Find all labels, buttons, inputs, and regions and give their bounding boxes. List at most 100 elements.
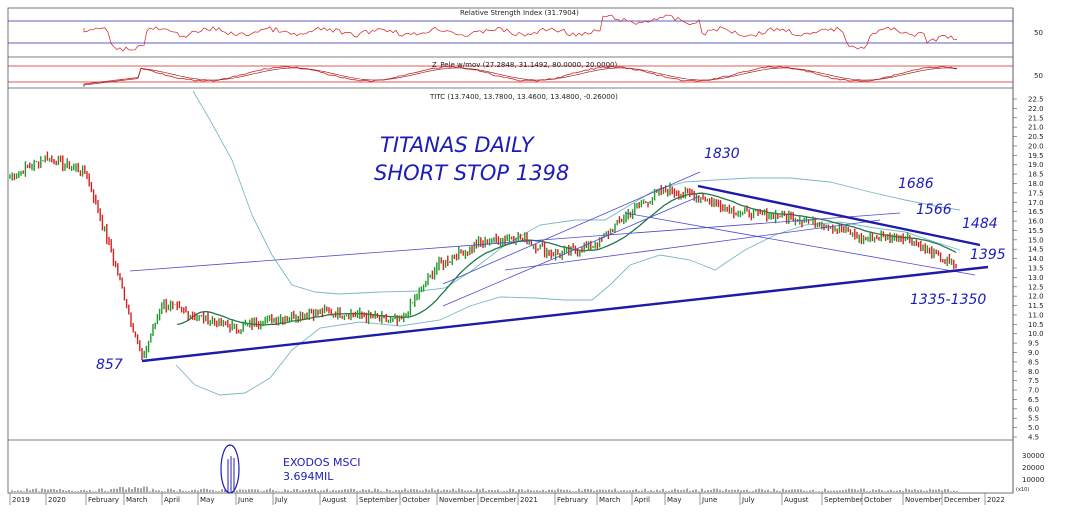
- price-y-axis: 22.522.021.5 21.020.520.0 19.519.0 18.518.0…: [1013, 96, 1044, 442]
- x-tick-label: 2019: [12, 496, 30, 504]
- y-tick-label: 12.5: [1028, 283, 1044, 291]
- y-tick-label: 22.0: [1028, 105, 1044, 113]
- y-tick-label: 9.0: [1028, 349, 1039, 357]
- y-tick-label: 13.5: [1028, 265, 1044, 273]
- y-tick-label: 19.5: [1028, 152, 1044, 160]
- y-tick-label: 18.5: [1028, 171, 1044, 179]
- chart-frame: [7, 7, 1014, 494]
- x-tick-label: July: [741, 496, 755, 504]
- y-tick-label: 8.5: [1028, 358, 1039, 366]
- volume-tick-10000: 10000: [1022, 476, 1044, 484]
- x-tick-label: October: [864, 496, 892, 504]
- x-tick-label: October: [402, 496, 430, 504]
- mid-channel-line: [504, 219, 881, 271]
- pele-label: Z_Pele w/mov (27.2848, 31.1492, 80.0000,…: [432, 61, 617, 69]
- channel-line-lower: [442, 195, 701, 307]
- bollinger-upper-band: [192, 90, 961, 295]
- x-tick-label: February: [88, 496, 119, 504]
- x-tick-label: June: [701, 496, 717, 504]
- y-tick-label: 6.5: [1028, 396, 1039, 404]
- volume-unit: (x10): [1016, 487, 1029, 493]
- x-tick-label: February: [557, 496, 588, 504]
- x-tick-label: May: [667, 496, 681, 504]
- y-tick-label: 15.5: [1028, 227, 1044, 235]
- y-tick-label: 20.5: [1028, 133, 1044, 141]
- x-tick-label: April: [634, 496, 650, 504]
- volume-bars: [11, 456, 958, 492]
- x-tick-label: September: [824, 496, 863, 504]
- y-tick-label: 21.5: [1028, 114, 1044, 122]
- y-tick-label: 6.0: [1028, 405, 1039, 413]
- x-tick-label: 2022: [987, 496, 1005, 504]
- chart-title-line1: TITANAS DAILY: [380, 133, 536, 157]
- price-candles: [9, 151, 957, 361]
- level-label-1830: 1830: [704, 146, 740, 162]
- support-trendline: [141, 265, 989, 363]
- pele-level-tick: 50: [1034, 72, 1043, 80]
- x-tick-label: August: [322, 496, 347, 504]
- x-tick-label: June: [237, 496, 253, 504]
- level-label-1686: 1686: [898, 176, 934, 192]
- rsi-label: Relative Strength Index (31.7904): [460, 9, 579, 17]
- x-tick-label: December: [944, 496, 980, 504]
- volume-spike-circle: [220, 444, 240, 494]
- support-range-label: 1335-1350: [910, 292, 986, 308]
- y-tick-label: 21.0: [1028, 124, 1044, 132]
- x-tick-label: 2021: [520, 496, 538, 504]
- x-tick-label: July: [274, 496, 288, 504]
- y-tick-label: 4.5: [1028, 434, 1039, 442]
- resistance-trendline: [697, 184, 981, 247]
- y-tick-label: 22.5: [1028, 96, 1044, 104]
- y-tick-label: 20.0: [1028, 142, 1044, 150]
- y-tick-label: 13.0: [1028, 274, 1044, 282]
- y-tick-label: 11.0: [1028, 311, 1044, 319]
- volume-note-line2: 3.694MIL: [283, 470, 334, 483]
- x-tick-label: November: [439, 496, 476, 504]
- x-tick-label: September: [359, 496, 398, 504]
- y-tick-label: 14.0: [1028, 255, 1044, 263]
- y-tick-label: 11.5: [1028, 302, 1044, 310]
- level-label-1395: 1395: [970, 247, 1006, 263]
- y-tick-label: 19.0: [1028, 161, 1044, 169]
- x-tick-label: March: [599, 496, 620, 504]
- price-label: TITC (13.7400, 13.7800, 13.4600, 13.4800…: [429, 93, 618, 101]
- y-tick-label: 18.0: [1028, 180, 1044, 188]
- y-tick-label: 5.0: [1028, 424, 1039, 432]
- level-label-1566: 1566: [916, 202, 952, 218]
- time-x-axis: 2019 2020 February March April May June July Aug…: [9, 493, 1005, 505]
- y-tick-label: 7.5: [1028, 377, 1039, 385]
- y-tick-label: 17.0: [1028, 199, 1044, 207]
- x-tick-label: December: [480, 496, 516, 504]
- y-tick-label: 9.5: [1028, 340, 1039, 348]
- y-tick-label: 8.0: [1028, 368, 1039, 376]
- y-tick-label: 12.0: [1028, 293, 1044, 301]
- descending-channel-lower: [624, 212, 976, 276]
- x-tick-label: May: [200, 496, 214, 504]
- x-tick-label: April: [164, 496, 180, 504]
- pele-line-slow: [83, 67, 958, 87]
- y-tick-label: 16.5: [1028, 208, 1044, 216]
- x-tick-label: August: [784, 496, 809, 504]
- y-tick-label: 14.5: [1028, 246, 1044, 254]
- y-tick-label: 17.5: [1028, 189, 1044, 197]
- pele-line-fast: [83, 65, 958, 86]
- x-tick-label: March: [126, 496, 147, 504]
- x-tick-label: 2020: [48, 496, 66, 504]
- y-tick-label: 15.0: [1028, 236, 1044, 244]
- rsi-line: [83, 14, 958, 52]
- y-tick-label: 10.0: [1028, 330, 1044, 338]
- y-tick-label: 10.5: [1028, 321, 1044, 329]
- x-tick-label: November: [905, 496, 942, 504]
- volume-tick-30000: 30000: [1022, 452, 1044, 460]
- y-tick-label: 5.5: [1028, 415, 1039, 423]
- low-label-857: 857: [96, 357, 123, 373]
- rsi-panel: Relative Strength Index (31.7904) 50: [8, 9, 1043, 58]
- chart-title-line2: SHORT STOP 1398: [374, 161, 569, 185]
- y-tick-label: 16.0: [1028, 218, 1044, 226]
- y-tick-label: 7.0: [1028, 387, 1039, 395]
- rsi-level-tick: 50: [1034, 29, 1043, 37]
- volume-note-line1: EXODOS MSCI: [283, 456, 360, 469]
- channel-line-upper: [442, 171, 701, 285]
- price-panel: TITC (13.7400, 13.7800, 13.4600, 13.4800…: [8, 90, 1044, 442]
